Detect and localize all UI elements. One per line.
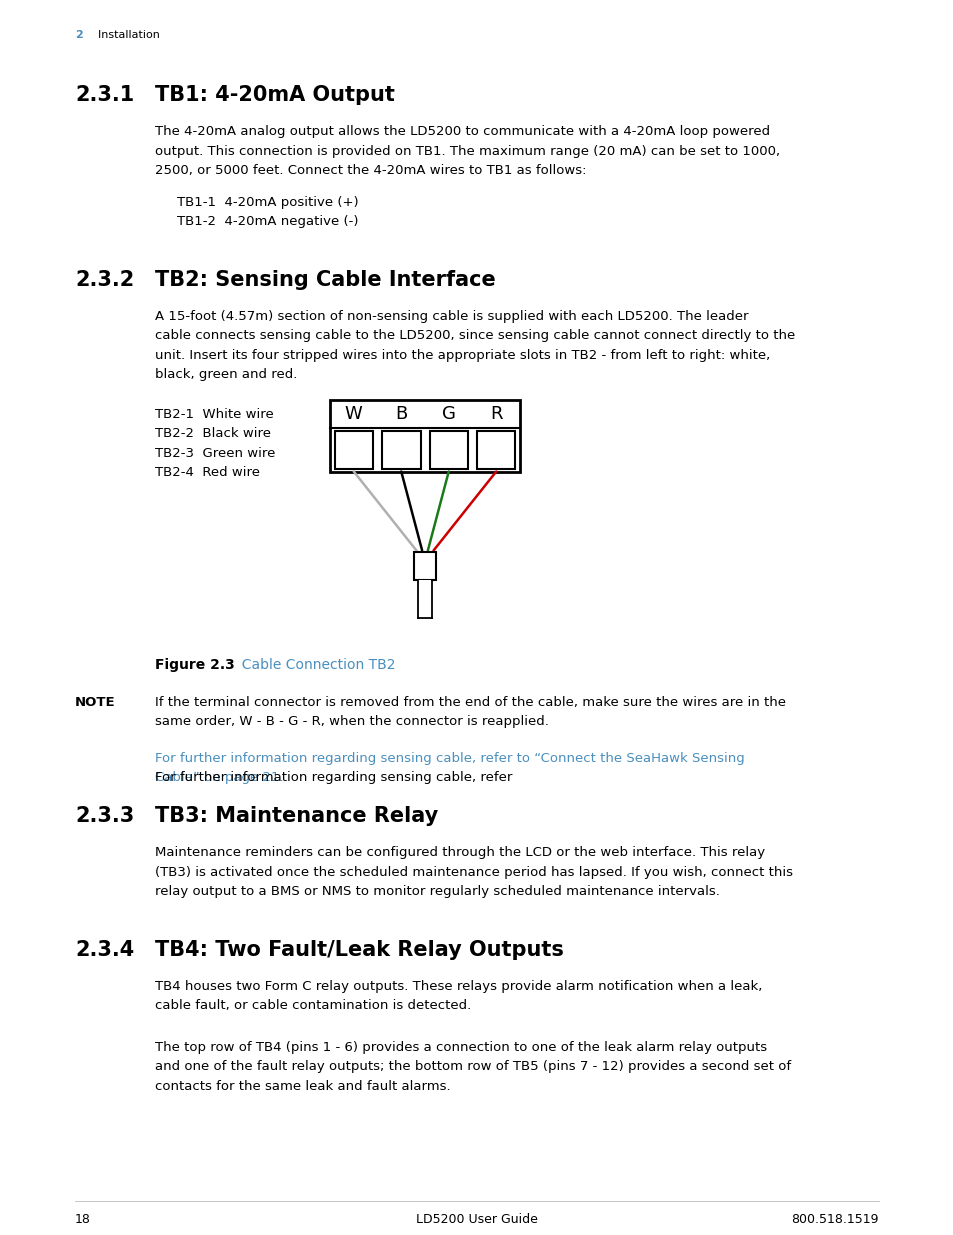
Text: unit. Insert its four stripped wires into the appropriate slots in TB2 - from le: unit. Insert its four stripped wires int… [154, 348, 769, 362]
Text: 2: 2 [75, 30, 83, 40]
Text: R: R [490, 405, 502, 422]
Text: relay output to a BMS or NMS to monitor regularly scheduled maintenance interval: relay output to a BMS or NMS to monitor … [154, 885, 720, 898]
Text: G: G [441, 405, 456, 422]
Text: TB1-2  4-20mA negative (-): TB1-2 4-20mA negative (-) [177, 215, 358, 228]
Text: (TB3) is activated once the scheduled maintenance period has lapsed. If you wish: (TB3) is activated once the scheduled ma… [154, 866, 792, 878]
Text: TB2-1  White wire: TB2-1 White wire [154, 408, 274, 420]
Bar [381, 431, 420, 468]
Text: 2.3.4: 2.3.4 [75, 940, 134, 960]
Text: Cable Connection TB2: Cable Connection TB2 [233, 657, 395, 672]
Bar [414, 552, 436, 579]
Text: black, green and red.: black, green and red. [154, 368, 297, 382]
Text: A 15-foot (4.57m) section of non-sensing cable is supplied with each LD5200. The: A 15-foot (4.57m) section of non-sensing… [154, 310, 748, 322]
Text: 800.518.1519: 800.518.1519 [791, 1213, 878, 1226]
Text: TB1-1  4-20mA positive (+): TB1-1 4-20mA positive (+) [177, 195, 358, 209]
Bar [429, 431, 468, 468]
Bar [418, 579, 431, 618]
Bar [476, 431, 515, 468]
Text: 18: 18 [75, 1213, 91, 1226]
Text: Maintenance reminders can be configured through the LCD or the web interface. Th: Maintenance reminders can be configured … [154, 846, 764, 860]
Text: 2500, or 5000 feet. Connect the 4-20mA wires to TB1 as follows:: 2500, or 5000 feet. Connect the 4-20mA w… [154, 164, 586, 177]
Text: and one of the fault relay outputs; the bottom row of TB5 (pins 7 - 12) provides: and one of the fault relay outputs; the … [154, 1060, 790, 1073]
Text: cable fault, or cable contamination is detected.: cable fault, or cable contamination is d… [154, 999, 471, 1011]
Text: Installation: Installation [91, 30, 160, 40]
Text: LD5200 User Guide: LD5200 User Guide [416, 1213, 537, 1226]
Text: output. This connection is provided on TB1. The maximum range (20 mA) can be set: output. This connection is provided on T… [154, 144, 780, 158]
Text: NOTE: NOTE [75, 695, 115, 709]
Text: contacts for the same leak and fault alarms.: contacts for the same leak and fault ala… [154, 1079, 450, 1093]
Text: TB4 houses two Form C relay outputs. These relays provide alarm notification whe: TB4 houses two Form C relay outputs. The… [154, 979, 761, 993]
Text: TB2-4  Red wire: TB2-4 Red wire [154, 466, 260, 479]
Bar [330, 399, 519, 472]
Text: cable connects sensing cable to the LD5200, since sensing cable cannot connect d: cable connects sensing cable to the LD52… [154, 329, 795, 342]
Text: For further information regarding sensing cable, refer: For further information regarding sensin… [154, 771, 517, 784]
Text: same order, W - B - G - R, when the connector is reapplied.: same order, W - B - G - R, when the conn… [154, 715, 548, 727]
Text: The top row of TB4 (pins 1 - 6) provides a connection to one of the leak alarm r: The top row of TB4 (pins 1 - 6) provides… [154, 1041, 766, 1053]
Text: 2.3.1: 2.3.1 [75, 85, 134, 105]
Text: 2.3.2: 2.3.2 [75, 269, 134, 289]
Bar [335, 431, 373, 468]
Text: TB2: Sensing Cable Interface: TB2: Sensing Cable Interface [154, 269, 496, 289]
Text: W: W [345, 405, 362, 422]
Text: The 4-20mA analog output allows the LD5200 to communicate with a 4-20mA loop pow: The 4-20mA analog output allows the LD52… [154, 125, 769, 138]
Text: TB4: Two Fault/Leak Relay Outputs: TB4: Two Fault/Leak Relay Outputs [154, 940, 563, 960]
Text: Figure 2.3: Figure 2.3 [154, 657, 234, 672]
Text: TB2-3  Green wire: TB2-3 Green wire [154, 447, 275, 459]
Text: If the terminal connector is removed from the end of the cable, make sure the wi: If the terminal connector is removed fro… [154, 695, 785, 709]
Text: 2.3.3: 2.3.3 [75, 806, 134, 826]
Text: B: B [395, 405, 407, 422]
Text: TB2-2  Black wire: TB2-2 Black wire [154, 427, 271, 440]
Text: TB3: Maintenance Relay: TB3: Maintenance Relay [154, 806, 437, 826]
Text: Cable” on page 21.: Cable” on page 21. [154, 771, 283, 784]
Text: TB1: 4-20mA Output: TB1: 4-20mA Output [154, 85, 395, 105]
Text: For further information regarding sensing cable, refer to “Connect the SeaHawk S: For further information regarding sensin… [154, 752, 744, 764]
